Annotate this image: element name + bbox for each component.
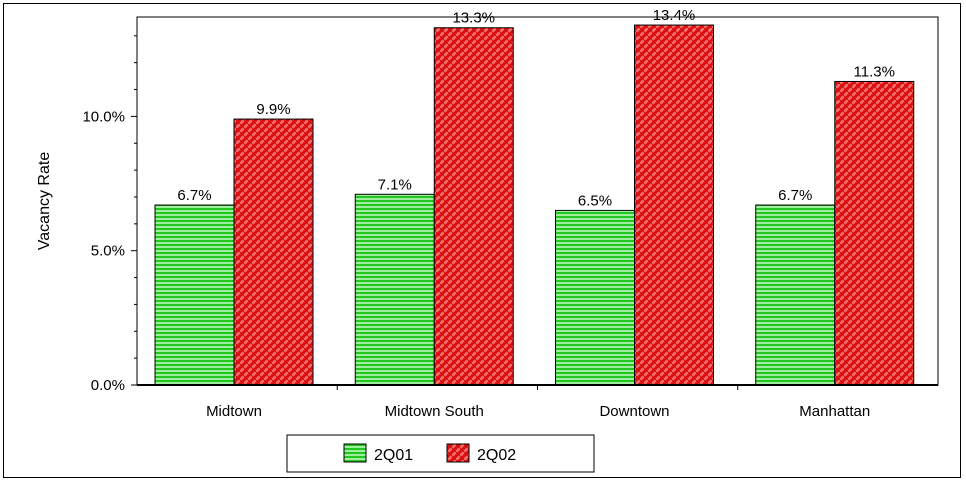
data-label: 6.5% xyxy=(578,192,612,209)
data-label: 6.7% xyxy=(177,187,211,204)
data-label: 11.3% xyxy=(854,63,895,80)
bars-group xyxy=(154,24,915,386)
data-label: 7.1% xyxy=(378,176,412,193)
bar-2q01 xyxy=(154,204,235,386)
bar-2q02 xyxy=(834,80,915,386)
y-axis-title: Vacancy Rate xyxy=(36,152,53,251)
y-tick-label: 5.0% xyxy=(91,243,125,260)
data-label: 6.7% xyxy=(778,187,812,204)
x-category-label: Midtown xyxy=(206,403,262,420)
legend-label-2q02: 2Q02 xyxy=(477,447,516,464)
x-category-label: Midtown South xyxy=(385,403,484,420)
legend: 2Q01 2Q02 xyxy=(286,434,595,473)
bar-2q01 xyxy=(354,193,435,386)
x-axis: Midtown Midtown South Downtown Manhattan xyxy=(137,384,938,420)
legend-swatch-2q02 xyxy=(446,443,470,463)
bar-2q02 xyxy=(233,118,314,386)
data-label: 9.9% xyxy=(256,101,290,118)
y-tick-label: 10.0% xyxy=(82,108,125,125)
x-category-label: Manhattan xyxy=(799,403,870,420)
data-label: 13.4% xyxy=(653,7,696,24)
x-category-label: Downtown xyxy=(599,403,669,420)
data-label: 13.3% xyxy=(452,10,495,27)
legend-box xyxy=(286,434,595,473)
bar-2q01 xyxy=(755,204,836,386)
legend-label-2q01: 2Q01 xyxy=(374,447,413,464)
data-labels-group: 6.7% 9.9% 7.1% 13.3% 6.5% 13.4% 6.7% 11.3% xyxy=(177,7,895,209)
bar-2q01 xyxy=(555,209,635,386)
bar-2q02 xyxy=(433,27,514,386)
y-tick-label: 0.0% xyxy=(91,377,125,394)
legend-swatch-2q01 xyxy=(343,443,367,463)
y-axis: 0.0% 5.0% 10.0% xyxy=(82,35,137,394)
bar-2q02 xyxy=(634,24,714,386)
